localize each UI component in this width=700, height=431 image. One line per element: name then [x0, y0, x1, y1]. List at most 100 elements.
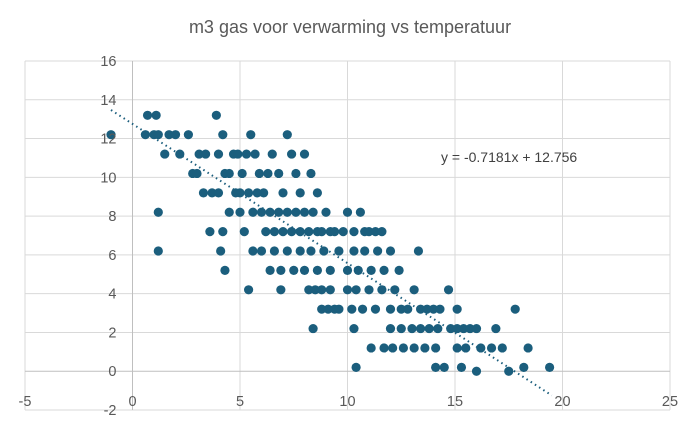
- data-point: [201, 149, 211, 159]
- data-point: [287, 227, 297, 237]
- data-point: [366, 343, 376, 353]
- data-point: [325, 265, 335, 275]
- data-point: [304, 227, 314, 237]
- data-point: [218, 227, 228, 237]
- data-point: [519, 362, 529, 372]
- tick-labels: -5 0 5 10 15 20 25 -2 0 2 4 6 8 10 12 14 16: [19, 54, 679, 419]
- data-point: [211, 110, 221, 120]
- data-point: [106, 130, 116, 140]
- x-tick-label: 15: [447, 394, 463, 410]
- data-point: [244, 188, 254, 198]
- data-point: [254, 168, 264, 179]
- data-point: [282, 207, 292, 217]
- x-tick-label: 10: [339, 394, 355, 410]
- data-point: [295, 246, 305, 256]
- data-point: [308, 323, 318, 334]
- data-point: [276, 265, 286, 275]
- data-point: [269, 246, 279, 256]
- data-point: [317, 285, 327, 295]
- data-point: [407, 323, 417, 334]
- data-point: [435, 304, 445, 314]
- x-tick-label: 0: [128, 394, 136, 410]
- data-point: [312, 188, 322, 198]
- data-point: [385, 323, 396, 334]
- data-point: [351, 285, 361, 295]
- data-point: [239, 227, 249, 237]
- data-point: [357, 304, 368, 314]
- data-point: [213, 188, 224, 198]
- data-point: [431, 343, 441, 353]
- data-point: [394, 265, 404, 275]
- data-point: [310, 285, 320, 295]
- data-point: [325, 285, 335, 295]
- data-point: [364, 285, 374, 295]
- data-point: [256, 207, 267, 217]
- data-point: [388, 343, 398, 353]
- data-point: [379, 343, 389, 353]
- data-point: [175, 149, 185, 159]
- data-point: [545, 362, 555, 372]
- trendline-equation: y = -0.7181x + 12.756: [441, 149, 577, 165]
- data-point: [306, 246, 316, 256]
- data-point: [422, 304, 432, 314]
- data-point: [409, 343, 419, 353]
- x-tick-label: -5: [19, 394, 32, 410]
- y-tick-label: 10: [100, 170, 116, 186]
- y-tick-label: -2: [104, 403, 117, 419]
- data-point: [459, 323, 469, 334]
- y-tick-label: 14: [100, 93, 116, 109]
- data-point: [299, 265, 310, 275]
- data-point: [278, 188, 288, 198]
- data-point: [269, 227, 279, 237]
- data-point: [233, 149, 243, 159]
- data-point: [267, 149, 277, 159]
- data-point: [476, 343, 486, 353]
- data-point: [304, 285, 314, 295]
- data-point: [338, 227, 348, 237]
- data-point: [349, 227, 359, 237]
- data-point: [428, 304, 439, 314]
- data-point: [334, 246, 344, 256]
- data-point: [330, 304, 340, 314]
- data-point: [244, 285, 254, 295]
- data-point: [510, 304, 520, 314]
- x-tick-label: 5: [236, 394, 244, 410]
- data-point: [287, 149, 297, 159]
- data-point: [308, 207, 318, 217]
- data-point: [140, 130, 150, 140]
- data-point: [216, 246, 226, 256]
- data-point: [360, 246, 370, 256]
- data-point: [248, 207, 258, 217]
- data-point: [220, 265, 230, 275]
- data-point: [205, 227, 215, 237]
- data-point: [250, 149, 260, 159]
- data-point: [194, 149, 204, 159]
- data-point: [317, 227, 327, 237]
- data-point: [396, 304, 406, 314]
- data-point: [241, 149, 252, 159]
- data-point: [443, 285, 454, 295]
- data-point: [349, 323, 359, 334]
- data-point: [355, 207, 365, 217]
- data-point: [439, 362, 449, 372]
- data-point: [312, 265, 322, 275]
- y-tick-label: 12: [100, 132, 116, 148]
- data-point: [523, 343, 533, 353]
- data-point: [486, 343, 497, 353]
- data-point: [452, 343, 462, 353]
- data-point: [295, 188, 305, 198]
- data-point: [471, 323, 482, 334]
- data-point: [218, 130, 228, 140]
- data-point: [317, 304, 327, 314]
- data-point: [446, 323, 456, 334]
- data-point: [299, 149, 310, 159]
- data-point: [366, 265, 376, 275]
- x-tick-label: 25: [662, 394, 678, 410]
- data-point: [306, 168, 316, 179]
- data-point: [291, 168, 301, 179]
- data-point: [377, 285, 387, 295]
- data-point: [274, 168, 284, 179]
- data-point: [259, 188, 269, 198]
- data-point: [471, 366, 482, 376]
- data-point: [207, 188, 217, 198]
